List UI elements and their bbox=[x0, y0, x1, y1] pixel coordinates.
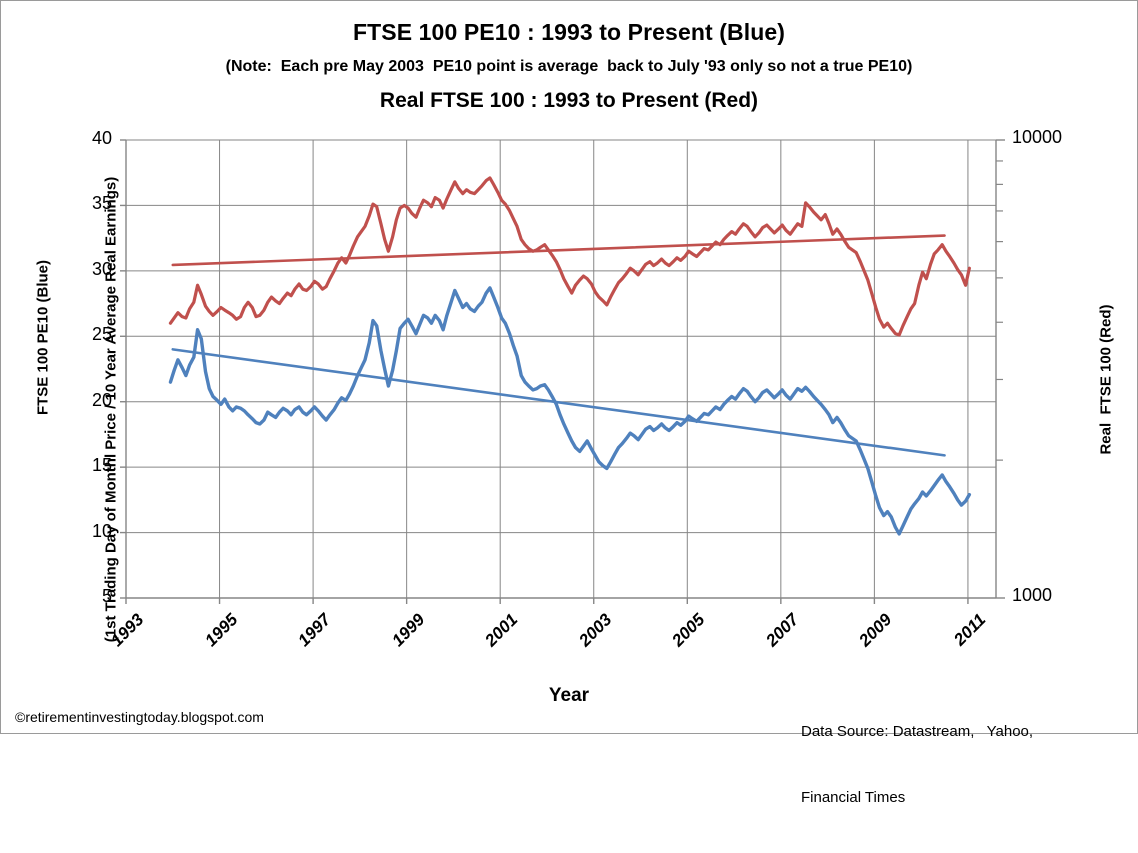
y-axis-left-tick-label: 25 bbox=[91, 324, 112, 345]
trendline-blue bbox=[171, 348, 946, 457]
y-axis-left-tick-label: 40 bbox=[91, 128, 112, 148]
y-axis-left-tick-label: 35 bbox=[91, 193, 112, 214]
series-line-blue bbox=[168, 286, 972, 536]
y-axis-right-tick-label: 1000 bbox=[1012, 585, 1053, 605]
plot-canvas bbox=[120, 139, 1005, 604]
y-axis-left-tick-label: 5 bbox=[101, 586, 112, 606]
series-line-red bbox=[168, 176, 971, 337]
data-source-line-2: Financial Times bbox=[801, 789, 906, 806]
y-axis-left-tick-label: 15 bbox=[91, 455, 112, 476]
copyright-credit: ©retirementinvestingtoday.blogspot.com bbox=[15, 709, 264, 725]
y-axis-left-tick-label: 20 bbox=[91, 389, 112, 410]
y-axis-left-tick-label: 30 bbox=[91, 258, 112, 279]
y-axis-left-tick-label: 10 bbox=[91, 520, 112, 541]
trendline-red bbox=[171, 234, 946, 267]
chart-note: (Note: Each pre May 2003 PE10 point is a… bbox=[225, 58, 913, 75]
x-axis-title: Year bbox=[548, 685, 590, 706]
chart-frame: FTSE 100 PE10 : 1993 to Present (Blue) (… bbox=[0, 0, 1138, 806]
chart-subtitle: Real FTSE 100 : 1993 to Present (Red) bbox=[379, 89, 759, 112]
chart-title: FTSE 100 PE10 : 1993 to Present (Blue) bbox=[352, 19, 786, 45]
y-axis-right-tick-label: 10000 bbox=[1012, 127, 1063, 147]
